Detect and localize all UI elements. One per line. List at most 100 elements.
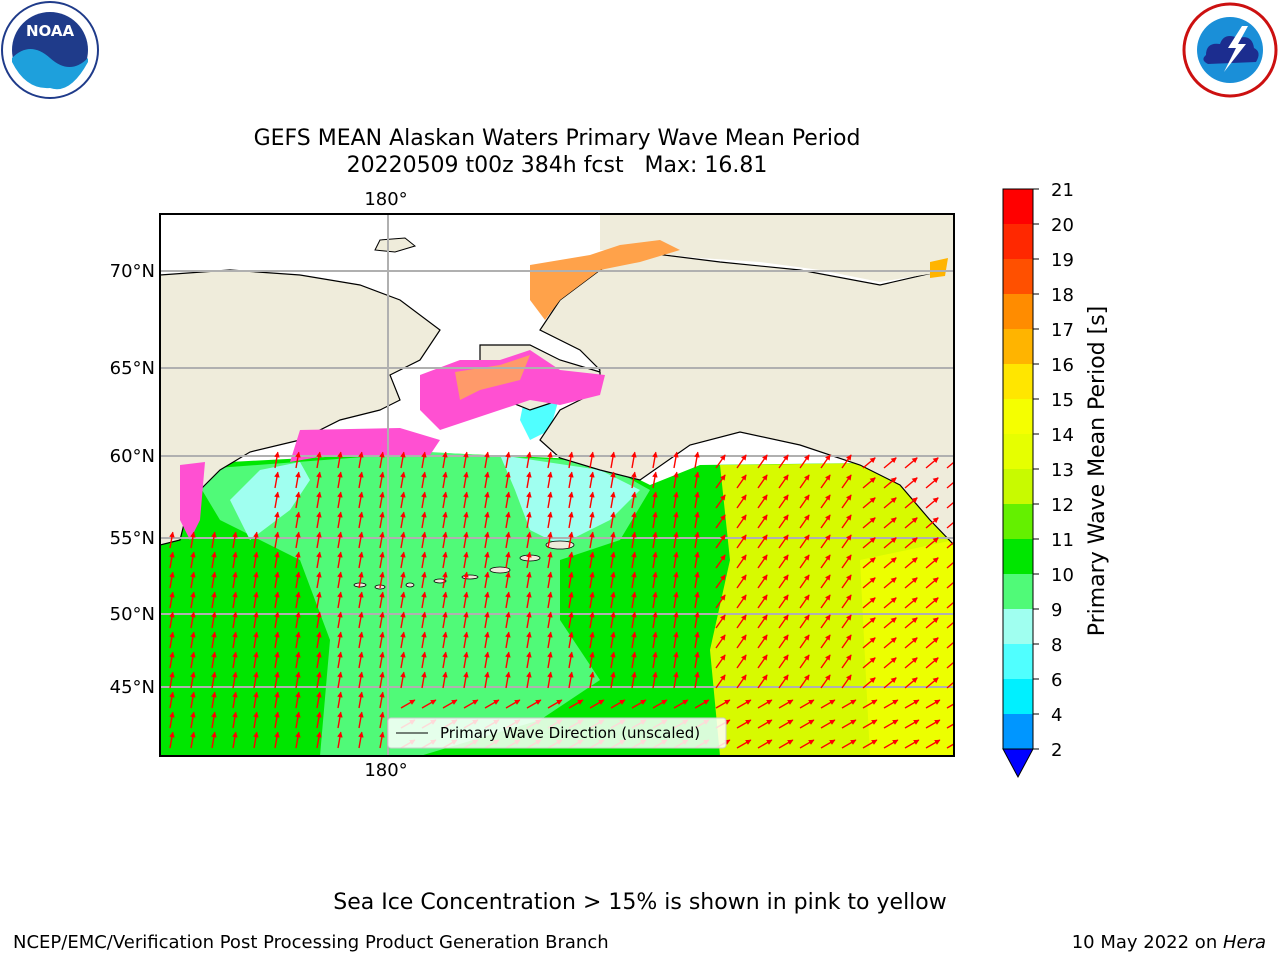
wave-vector	[505, 491, 511, 509]
wave-vector	[547, 671, 553, 689]
wave-vector	[190, 691, 196, 709]
wave-vector	[211, 671, 217, 689]
wave-vector	[295, 631, 301, 649]
wave-vector	[253, 551, 259, 569]
wave-vector	[484, 511, 490, 529]
wave-vector	[925, 739, 941, 749]
wave-vector	[904, 517, 918, 529]
wave-vector	[883, 677, 897, 689]
wave-vector	[232, 591, 238, 609]
wave-vector	[337, 611, 343, 629]
wave-vector	[841, 494, 852, 509]
wave-vector	[274, 691, 280, 709]
wave-vector	[547, 551, 553, 569]
colorbar-tick-label: 21	[1051, 180, 1074, 201]
wave-vector	[190, 651, 196, 669]
wave-vector	[232, 651, 238, 669]
wave-vector	[925, 677, 939, 689]
wave-vector	[169, 531, 175, 549]
wave-vector	[862, 537, 876, 549]
wave-vector	[295, 651, 301, 669]
wave-vector	[904, 597, 918, 609]
wave-vector	[463, 611, 469, 629]
wave-vector	[526, 491, 532, 509]
wave-vector	[169, 671, 175, 689]
colorbar-tick-label: 20	[1051, 215, 1074, 236]
wave-vector	[925, 699, 941, 709]
wave-vector	[505, 551, 511, 569]
wave-vector	[421, 491, 427, 509]
wave-vector	[610, 471, 616, 489]
vector-legend-box	[387, 717, 727, 749]
wave-vector	[694, 651, 700, 669]
wave-vector	[400, 631, 406, 649]
wave-vector	[190, 551, 196, 569]
colorbar-swatch	[1003, 504, 1033, 539]
wave-vector	[610, 611, 616, 629]
wave-vector	[253, 651, 259, 669]
wave-vector	[799, 474, 810, 489]
wave-vector	[799, 454, 810, 469]
wave-vector	[568, 651, 574, 669]
wave-vector	[673, 631, 679, 649]
colorbar-tick-label: 4	[1051, 705, 1062, 726]
wave-vector	[358, 471, 364, 489]
colorbar-tick-label: 6	[1051, 670, 1062, 691]
wave-vector	[820, 699, 836, 709]
wave-vector	[442, 531, 448, 549]
wave-vector	[904, 677, 918, 689]
wave-vector	[652, 611, 658, 629]
colorbar-swatch	[1003, 294, 1033, 329]
wave-vector	[841, 574, 852, 589]
colorbar-swatch	[1003, 574, 1033, 609]
wave-vector	[757, 534, 768, 549]
colorbar-swatch	[1003, 189, 1033, 224]
wave-vector	[190, 671, 196, 689]
wave-vector	[337, 591, 343, 609]
wave-vector	[799, 574, 810, 589]
wave-vector	[694, 471, 700, 489]
wave-vector	[589, 511, 595, 529]
wave-vector	[715, 699, 731, 709]
wave-vector	[526, 531, 532, 549]
wave-vector	[883, 497, 897, 509]
wave-vector	[274, 631, 280, 649]
wave-vector	[526, 611, 532, 629]
wave-vector	[400, 531, 406, 549]
colorbar-tick-label: 15	[1051, 390, 1074, 411]
wave-vector	[253, 671, 259, 689]
wave-vector	[757, 739, 773, 749]
wave-vector	[463, 699, 479, 709]
wave-vector	[799, 699, 815, 709]
colorbar-swatch	[1003, 539, 1033, 574]
wave-vector	[673, 591, 679, 609]
wave-vector	[841, 674, 852, 689]
wave-vector	[484, 571, 490, 589]
wave-vector	[547, 531, 553, 549]
wave-vector	[862, 597, 876, 609]
wave-vector	[925, 537, 939, 549]
wave-vector	[211, 731, 217, 749]
wave-vector	[463, 451, 469, 469]
colorbar-swatch	[1003, 609, 1033, 644]
wave-vector	[778, 554, 789, 569]
wave-vector	[463, 631, 469, 649]
wave-vector	[841, 614, 852, 629]
wave-vector	[925, 637, 939, 649]
wave-vector	[316, 591, 322, 609]
wave-vector	[862, 457, 876, 469]
wave-vector	[295, 691, 301, 709]
wave-vector	[799, 534, 810, 549]
colorbar-tick-label: 14	[1051, 425, 1074, 446]
wave-vector	[505, 511, 511, 529]
wave-vector	[694, 451, 700, 469]
wave-vector	[463, 471, 469, 489]
wave-vector	[526, 671, 532, 689]
graticule	[160, 214, 954, 756]
wave-vector	[463, 531, 469, 549]
wave-vector	[925, 477, 939, 489]
wave-vector	[505, 531, 511, 549]
wave-vector	[736, 699, 752, 709]
wave-vector	[337, 671, 343, 689]
wave-vector	[547, 611, 553, 629]
